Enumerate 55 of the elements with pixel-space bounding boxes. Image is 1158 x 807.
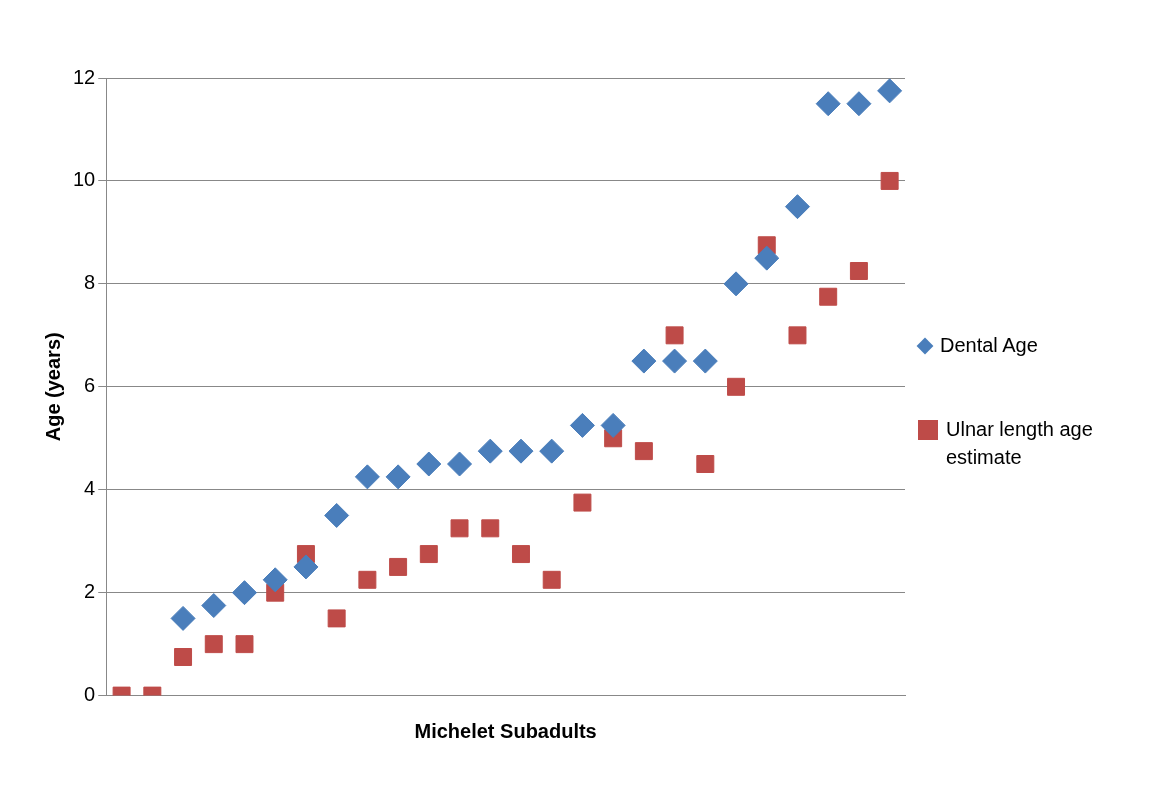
- point: [235, 635, 254, 654]
- point: [358, 570, 377, 589]
- y-tick-label: 12: [73, 65, 96, 88]
- point: [481, 519, 500, 538]
- point: [754, 245, 780, 271]
- point: [477, 438, 503, 464]
- point: [662, 348, 688, 374]
- point: [450, 519, 469, 538]
- point: [877, 78, 903, 104]
- point: [723, 271, 749, 297]
- point: [385, 464, 411, 490]
- point: [231, 580, 257, 606]
- point: [665, 326, 684, 345]
- point: [447, 451, 473, 477]
- point: [327, 609, 346, 628]
- point: [324, 502, 350, 528]
- point: [569, 412, 595, 438]
- point: [204, 635, 223, 654]
- point: [692, 348, 718, 374]
- point: [416, 451, 442, 477]
- y-tick-label: 10: [73, 168, 96, 191]
- point: [293, 554, 319, 580]
- point: [389, 557, 408, 576]
- y-tick-label: 2: [84, 580, 96, 603]
- point: [849, 262, 868, 280]
- point: [512, 545, 530, 564]
- point: [174, 648, 193, 666]
- point: [508, 438, 534, 464]
- point: [170, 605, 196, 631]
- point: [880, 171, 899, 190]
- x-axis-title: Michelet Subadults: [414, 719, 597, 742]
- point: [819, 287, 838, 306]
- y-axis-title: Age (years): [41, 332, 64, 442]
- y-tick-label: 0: [84, 683, 96, 706]
- point: [354, 464, 380, 490]
- point: [815, 91, 841, 117]
- point: [788, 326, 807, 345]
- point: [631, 348, 657, 374]
- point: [846, 91, 872, 117]
- point: [696, 455, 715, 473]
- point: [542, 570, 561, 589]
- point: [573, 493, 592, 512]
- point: [419, 545, 438, 564]
- point: [727, 377, 746, 396]
- point: [634, 442, 653, 461]
- y-tick-label: 6: [84, 374, 96, 397]
- point: [201, 593, 227, 619]
- point: [784, 194, 810, 220]
- point: [262, 567, 288, 593]
- point: [539, 438, 565, 464]
- point: [600, 412, 626, 438]
- legend-label: Dental Age: [940, 333, 1038, 358]
- y-tick-label: 8: [84, 271, 96, 294]
- y-tick-label: 4: [84, 477, 96, 500]
- legend-label: Ulnar length age estimate: [946, 417, 1094, 470]
